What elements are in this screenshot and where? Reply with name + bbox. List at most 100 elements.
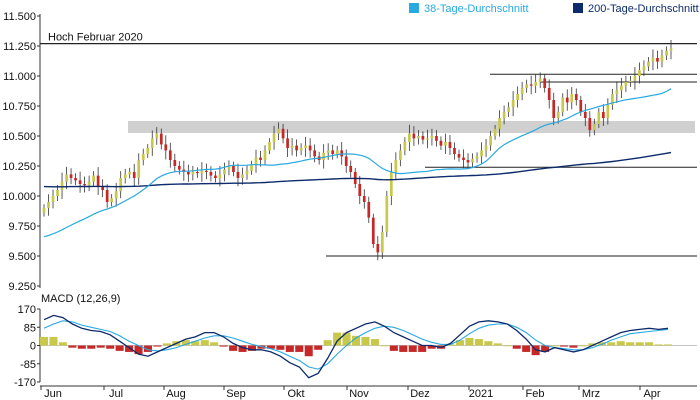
candle	[656, 58, 659, 62]
candle	[313, 150, 317, 157]
candle	[51, 196, 55, 202]
candle	[304, 145, 307, 148]
macd-histogram-bar	[68, 345, 77, 348]
macd-histogram-bar	[295, 345, 304, 352]
x-tick-label: Jun	[44, 388, 62, 400]
candle	[615, 90, 619, 94]
macd-histogram-bar	[578, 345, 587, 347]
macd-histogram-bar	[522, 345, 531, 352]
candle	[299, 148, 303, 151]
macd-histogram-bar	[115, 345, 124, 351]
x-tick-label: Okt	[287, 388, 304, 400]
candle	[290, 145, 294, 148]
macd-histogram-bar	[39, 336, 49, 346]
x-tick-label: Mrz	[582, 388, 600, 400]
macd-y-tick-label: 0	[30, 341, 36, 353]
macd-line	[43, 314, 669, 379]
legend-swatch	[409, 3, 419, 13]
x-tick-label: Aug	[166, 388, 186, 400]
candle	[331, 150, 335, 154]
candle	[592, 124, 596, 130]
candle	[565, 97, 569, 103]
candle	[529, 84, 533, 86]
candle	[516, 94, 519, 100]
macd-histogram-bar	[49, 336, 58, 346]
candle	[146, 148, 150, 154]
candle	[137, 160, 141, 178]
y-tick-label: 9.500	[8, 251, 36, 263]
candle	[453, 148, 456, 154]
macd-y-tick-label: 170	[18, 304, 36, 316]
macd-histogram-bar	[361, 336, 370, 346]
candle	[196, 172, 199, 174]
macd-histogram-bar	[77, 345, 86, 349]
macd-histogram-bar	[626, 342, 635, 346]
macd-histogram-bar	[607, 342, 616, 346]
macd-histogram-bar	[314, 345, 323, 350]
macd-histogram-bar	[541, 345, 550, 352]
macd-signal-line	[43, 320, 669, 370]
legend: 38-Tage-Durchschnitt 200-Tage-Durchschnit…	[409, 3, 699, 15]
legend-swatch	[573, 3, 583, 13]
candle	[412, 133, 416, 139]
candle	[277, 128, 280, 134]
candle	[268, 142, 271, 151]
x-tick-label: Feb	[526, 388, 545, 400]
macd-histogram-bar	[266, 345, 275, 349]
candle	[114, 191, 118, 199]
candle	[588, 118, 592, 130]
candle	[620, 85, 623, 91]
candle	[570, 94, 574, 103]
candle	[227, 166, 231, 170]
candle	[335, 150, 339, 154]
candle	[498, 118, 501, 129]
candle	[525, 84, 529, 88]
candle	[200, 170, 204, 174]
macd-histogram-bar	[399, 345, 408, 352]
candle	[173, 160, 177, 166]
candle	[218, 174, 222, 178]
candle	[642, 66, 646, 70]
macd-histogram-bar	[58, 342, 67, 346]
macd-y-tick-label: -85	[20, 359, 36, 371]
macd-histogram-bar	[323, 340, 332, 346]
candle	[150, 138, 154, 148]
macd-histogram-bar	[512, 345, 521, 349]
candle	[633, 76, 637, 81]
legend-label: 38-Tage-Durchschnitt	[424, 3, 529, 15]
candle	[250, 164, 253, 171]
candle	[56, 190, 59, 196]
macd-histogram-bar	[663, 344, 673, 346]
candle	[101, 186, 104, 190]
candle	[128, 172, 132, 175]
candle	[83, 184, 86, 186]
candle	[638, 70, 641, 76]
y-tick-label: 10.750	[2, 101, 36, 113]
candle	[574, 94, 578, 100]
resistance-band	[128, 121, 695, 133]
candle	[47, 202, 50, 208]
candle	[538, 78, 542, 82]
legend-label: 200-Tage-Durchschnitt	[588, 3, 699, 15]
candle	[665, 50, 668, 56]
candle	[286, 138, 289, 148]
candle	[326, 150, 330, 153]
candle	[358, 184, 362, 196]
candle	[629, 80, 632, 82]
candle	[281, 128, 285, 139]
candle	[552, 100, 556, 118]
candle	[398, 150, 402, 160]
candle	[502, 112, 506, 118]
candle	[493, 128, 497, 136]
y-tick-label: 10.500	[2, 131, 36, 143]
candle	[65, 174, 68, 182]
y-tick-label: 11.250	[3, 41, 36, 53]
candle	[42, 208, 46, 213]
candle	[430, 136, 434, 139]
candle	[556, 112, 560, 118]
macd-histogram-bar	[219, 345, 228, 347]
candle	[448, 142, 452, 148]
candle	[322, 152, 326, 160]
x-tick-label: Sep	[226, 388, 246, 400]
candle	[394, 160, 398, 172]
